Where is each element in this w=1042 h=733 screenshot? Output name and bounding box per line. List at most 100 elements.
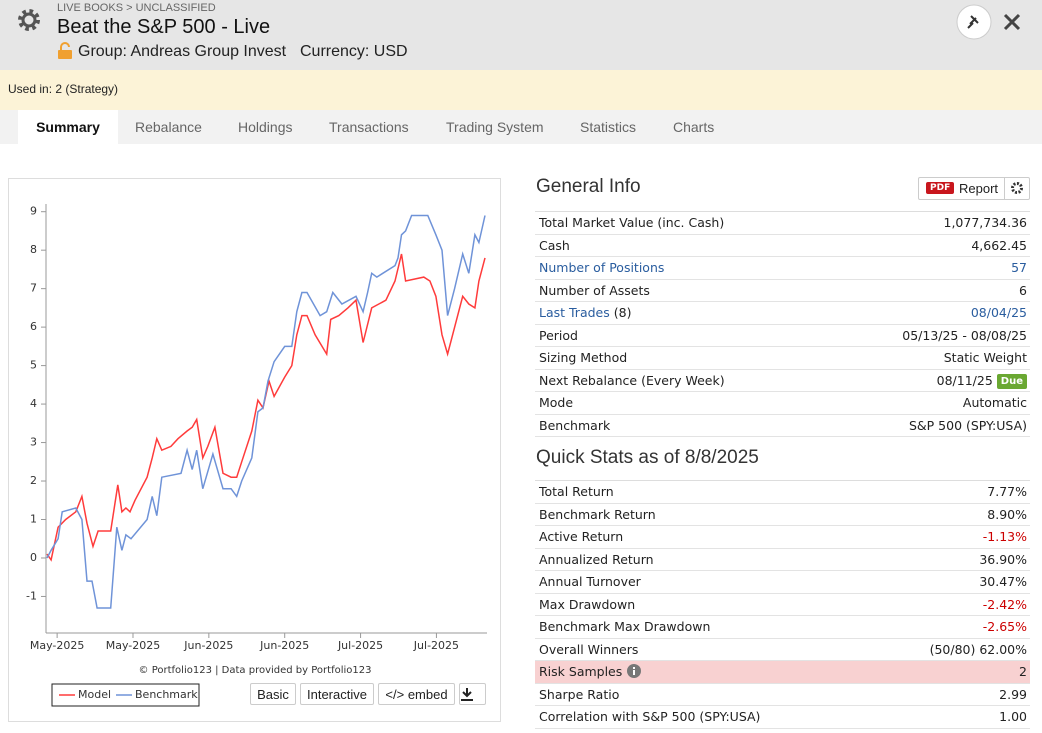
legend-label: Model (78, 688, 111, 701)
report-button[interactable]: PDF Report (918, 177, 1030, 200)
info-row: Last Trades (8) 08/04/25 (535, 302, 1030, 325)
section-title: Quick Stats as of 8/8/2025 (536, 447, 759, 468)
y-tick-label: 0 (30, 551, 37, 564)
row-label: Annual Turnover (539, 574, 641, 589)
x-tick-label: Jul-2025 (337, 639, 383, 652)
pdf-badge: PDF (926, 182, 955, 194)
row-label: Sharpe Ratio (539, 686, 620, 702)
x-tick-label: May-2025 (30, 639, 85, 652)
info-row: Sizing Method Static Weight (535, 347, 1030, 370)
series-line (46, 253, 486, 562)
row-value: -1.13% (982, 529, 1027, 544)
tab-bar: Summary Rebalance Holdings Transactions … (0, 110, 1042, 144)
stat-row: Benchmark Return 8.90% (535, 504, 1030, 526)
info-row: Next Rebalance (Every Week) 08/11/25 Due (535, 370, 1030, 392)
y-tick-label: 2 (30, 474, 37, 487)
row-label: Overall Winners (539, 641, 639, 657)
lock-icon (58, 42, 72, 59)
chart-panel: © Portfolio123 | Data provided by Portfo… (8, 178, 501, 722)
general-info-table: Total Market Value (inc. Cash) 1,077,734.… (535, 211, 1030, 437)
y-tick-label: 3 (30, 436, 37, 449)
row-link[interactable]: 57 (1011, 260, 1027, 275)
row-value: 2 (1019, 664, 1027, 679)
y-tick-label: 1 (30, 512, 37, 525)
y-tick-label: -1 (26, 589, 37, 602)
row-label: Period (539, 327, 578, 343)
tab[interactable]: Rebalance (135, 119, 202, 135)
download-button[interactable] (459, 683, 486, 705)
y-tick-label: 6 (30, 320, 37, 333)
basic-button[interactable]: Basic (250, 683, 296, 705)
embed-button[interactable]: </> embed (378, 683, 455, 705)
tab[interactable]: Statistics (580, 119, 637, 135)
interactive-button[interactable]: Interactive (300, 683, 374, 705)
row-value: Static Weight (943, 350, 1027, 365)
row-value: 2.99 (999, 686, 1027, 702)
info-row: Mode Automatic (535, 392, 1030, 415)
info-row: Benchmark S&P 500 (SPY:USA) (535, 415, 1030, 437)
y-tick-label: 9 (30, 205, 37, 218)
currency-label: Currency: USD (300, 43, 408, 60)
legend-label: Benchmark (135, 688, 198, 701)
y-tick-label: 5 (30, 359, 37, 372)
row-label: Total Market Value (inc. Cash) (539, 215, 725, 230)
row-value: 1,077,734.36 (943, 215, 1028, 230)
row-label: Sizing Method (539, 350, 628, 365)
stat-row: Overall Winners (50/80) 62.00% (535, 639, 1030, 661)
stat-row: Sharpe Ratio 2.99 (535, 684, 1030, 706)
row-value: 05/13/25 - 08/08/25 (902, 327, 1027, 343)
row-link[interactable]: Number of Positions (539, 260, 665, 275)
due-badge: Due (996, 373, 1027, 389)
pin-button[interactable] (956, 4, 992, 40)
row-label: Correlation with S&P 500 (SPY:USA) (539, 709, 761, 724)
settings-icon[interactable] (16, 7, 42, 33)
row-count: (8) (613, 305, 632, 320)
row-label: Total Return (539, 484, 614, 499)
row-label: Max Drawdown (539, 596, 636, 612)
group-label: Group: Andreas Group Invest (78, 43, 287, 60)
info-row: Total Market Value (inc. Cash) 1,077,734.… (535, 212, 1030, 235)
close-button[interactable] (1002, 12, 1022, 32)
quick-stats-table: Total Return 7.77% Benchmark Return 8.90% … (535, 480, 1030, 729)
x-tick-label: May-2025 (106, 639, 161, 652)
x-tick-label: Jun-2025 (183, 639, 233, 652)
row-value: 30.47% (979, 574, 1027, 589)
tab[interactable]: Transactions (329, 119, 409, 135)
row-value: (50/80) 62.00% (929, 641, 1027, 657)
report-settings[interactable] (1004, 178, 1030, 199)
info-row: Period 05/13/25 - 08/08/25 (535, 325, 1030, 347)
tab[interactable]: Trading System (446, 119, 544, 135)
tab[interactable]: Summary (18, 110, 118, 144)
row-link[interactable]: Last Trades (539, 305, 610, 320)
x-tick-label: Jun-2025 (259, 639, 309, 652)
x-tick-label: Jul-2025 (413, 639, 459, 652)
row-link[interactable]: 08/04/25 (970, 305, 1027, 320)
row-label: Number of Assets (539, 282, 650, 298)
row-value: 8.90% (987, 506, 1027, 522)
info-icon[interactable] (627, 664, 642, 678)
row-label: Benchmark (539, 417, 611, 433)
breadcrumb[interactable]: LIVE BOOKS > UNCLASSIFIED (57, 2, 216, 14)
row-label: Annualized Return (539, 551, 654, 567)
chart: © Portfolio123 | Data provided by Portfo… (26, 204, 487, 707)
section-title: General Info (536, 176, 641, 197)
stat-row: Correlation with S&P 500 (SPY:USA) 1.00 (535, 706, 1030, 729)
download-icon (461, 688, 473, 701)
row-label: Next Rebalance (Every Week) (539, 372, 725, 388)
info-row: Number of Positions 57 (535, 257, 1030, 280)
stat-row: Benchmark Max Drawdown -2.65% (535, 616, 1030, 639)
stat-row: Risk Samples 2 (535, 661, 1030, 684)
tab[interactable]: Charts (673, 119, 715, 135)
stat-row: Max Drawdown -2.42% (535, 594, 1030, 616)
header: LIVE BOOKS > UNCLASSIFIED Beat the S&P 5… (0, 0, 1042, 70)
row-value: -2.65% (982, 619, 1027, 634)
stat-row: Active Return -1.13% (535, 526, 1030, 549)
row-label: Risk Samples (539, 664, 623, 679)
row-value: -2.42% (982, 596, 1027, 612)
tab[interactable]: Holdings (238, 119, 293, 135)
info-row: Number of Assets 6 (535, 280, 1030, 302)
notice-text: Used in: 2 (Strategy) (8, 82, 119, 96)
row-value: Automatic (962, 395, 1027, 410)
chart-credit: © Portfolio123 | Data provided by Portfo… (139, 665, 372, 676)
